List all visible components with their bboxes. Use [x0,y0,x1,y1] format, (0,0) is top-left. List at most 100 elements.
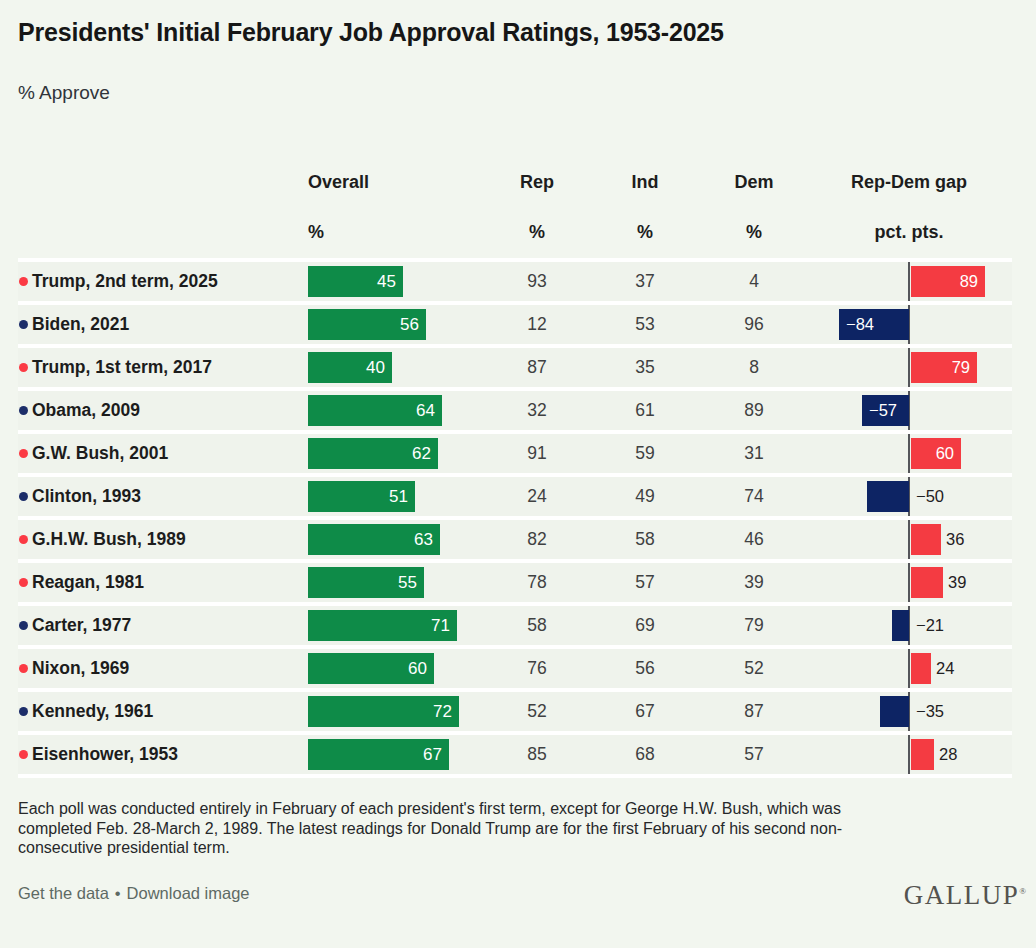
column-header-gap: Rep-Dem gap [824,172,994,193]
gap-zero-axis-line [908,434,910,473]
rep-value: 52 [497,692,577,731]
president-label: G.W. Bush, 2001 [32,434,168,473]
gap-value-label: 89 [911,266,985,297]
dem-value: 74 [714,477,794,516]
rep-value: 58 [497,606,577,645]
gap-zero-axis-line [908,348,910,387]
ind-value: 61 [605,391,685,430]
column-header-dem: Dem [714,172,794,193]
rep-dem-gap-bar [892,610,909,641]
gap-value-label: −21 [916,606,944,645]
overall-approval-bar: 71 [308,610,457,641]
footnote-line: completed Feb. 28-March 2, 1989. The lat… [18,819,1008,839]
bullet-separator: • [115,884,121,902]
dem-value: 87 [714,692,794,731]
column-header-overall: Overall [308,172,369,193]
gap-value-label: 60 [911,438,961,469]
gap-value-label: 36 [946,520,964,559]
table-row: Clinton, 1993 51 24 49 74 −50 [18,473,1012,516]
rep-value: 85 [497,735,577,774]
party-dot-icon [19,363,28,372]
gap-zero-axis-line [908,649,910,688]
overall-approval-bar: 72 [308,696,459,727]
rep-value: 91 [497,434,577,473]
ind-value: 59 [605,434,685,473]
table-row: G.H.W. Bush, 19896382584636 [18,516,1012,559]
president-label: Trump, 1st term, 2017 [32,348,212,387]
table-row: Obama, 200964326189−57 [18,387,1012,430]
party-dot-icon [19,535,28,544]
gap-value-label: 28 [939,735,957,774]
get-the-data-link[interactable]: Get the data [18,884,109,902]
footnote: Each poll was conducted entirely in Febr… [18,799,1008,858]
overall-approval-bar: 64 [308,395,442,426]
column-header-rep: Rep [497,172,577,193]
rep-value: 24 [497,477,577,516]
party-dot-icon [19,492,28,501]
dem-value: 39 [714,563,794,602]
president-label: G.H.W. Bush, 1989 [32,520,186,559]
rep-dem-gap-bar [911,739,934,770]
dem-value: 52 [714,649,794,688]
dem-value: 89 [714,391,794,430]
ind-value: 67 [605,692,685,731]
column-unit-rep: % [497,222,577,243]
registered-mark: ® [1019,886,1026,896]
rep-dem-gap-bar [911,567,943,598]
overall-approval-bar: 60 [308,653,434,684]
table-row: Trump, 2nd term, 2025459337489 [18,258,1012,301]
rep-dem-gap-bar [911,653,931,684]
column-unit-overall: % [308,222,324,243]
table-row: Eisenhower, 19536785685728 [18,731,1012,774]
president-label: Carter, 1977 [32,606,131,645]
ind-value: 69 [605,606,685,645]
table-row: Carter, 1977 71 58 69 79 −21 [18,602,1012,645]
footer-links: Get the data • Download image [18,884,250,903]
president-label: Biden, 2021 [32,305,129,344]
dem-value: 79 [714,606,794,645]
overall-approval-bar: 55 [308,567,424,598]
party-dot-icon [19,621,28,630]
table-row: Reagan, 19815578573939 [18,559,1012,602]
gap-value-label: −57 [862,395,909,426]
president-label: Reagan, 1981 [32,563,144,602]
president-label: Clinton, 1993 [32,477,141,516]
table-row: Kennedy, 1961 72 52 67 87 −35 [18,688,1012,731]
download-image-link[interactable]: Download image [127,884,250,902]
president-label: Kennedy, 1961 [32,692,153,731]
rep-value: 78 [497,563,577,602]
ind-value: 37 [605,262,685,301]
ind-value: 56 [605,649,685,688]
rep-value: 82 [497,520,577,559]
president-label: Trump, 2nd term, 2025 [32,262,218,301]
gallup-approval-chart: Presidents' Initial February Job Approva… [0,0,1036,948]
president-label: Obama, 2009 [32,391,140,430]
column-header-ind: Ind [605,172,685,193]
overall-approval-bar: 40 [308,352,392,383]
ind-value: 49 [605,477,685,516]
gap-value-label: −50 [916,477,944,516]
chart-subtitle: % Approve [18,82,110,104]
party-dot-icon [19,277,28,286]
gap-value-label: −35 [916,692,944,731]
ind-value: 58 [605,520,685,559]
dem-value: 31 [714,434,794,473]
party-dot-icon [19,320,28,329]
party-dot-icon [19,664,28,673]
overall-approval-bar: 67 [308,739,449,770]
table-row: Nixon, 19696076565224 [18,645,1012,688]
rep-value: 93 [497,262,577,301]
table-row: G.W. Bush, 20016291593160 [18,430,1012,473]
overall-approval-bar: 51 [308,481,415,512]
ind-value: 57 [605,563,685,602]
overall-approval-bar: 63 [308,524,440,555]
gap-zero-axis-line [908,735,910,774]
party-dot-icon [19,578,28,587]
table-header: Overall % Rep % Ind % Dem % Rep-Dem gap … [18,170,1012,258]
ind-value: 53 [605,305,685,344]
column-unit-ind: % [605,222,685,243]
rep-dem-gap-bar [911,524,941,555]
party-dot-icon [19,406,28,415]
footnote-line: consecutive presidential term. [18,838,1008,858]
table-row: Trump, 1st term, 2017408735879 [18,344,1012,387]
